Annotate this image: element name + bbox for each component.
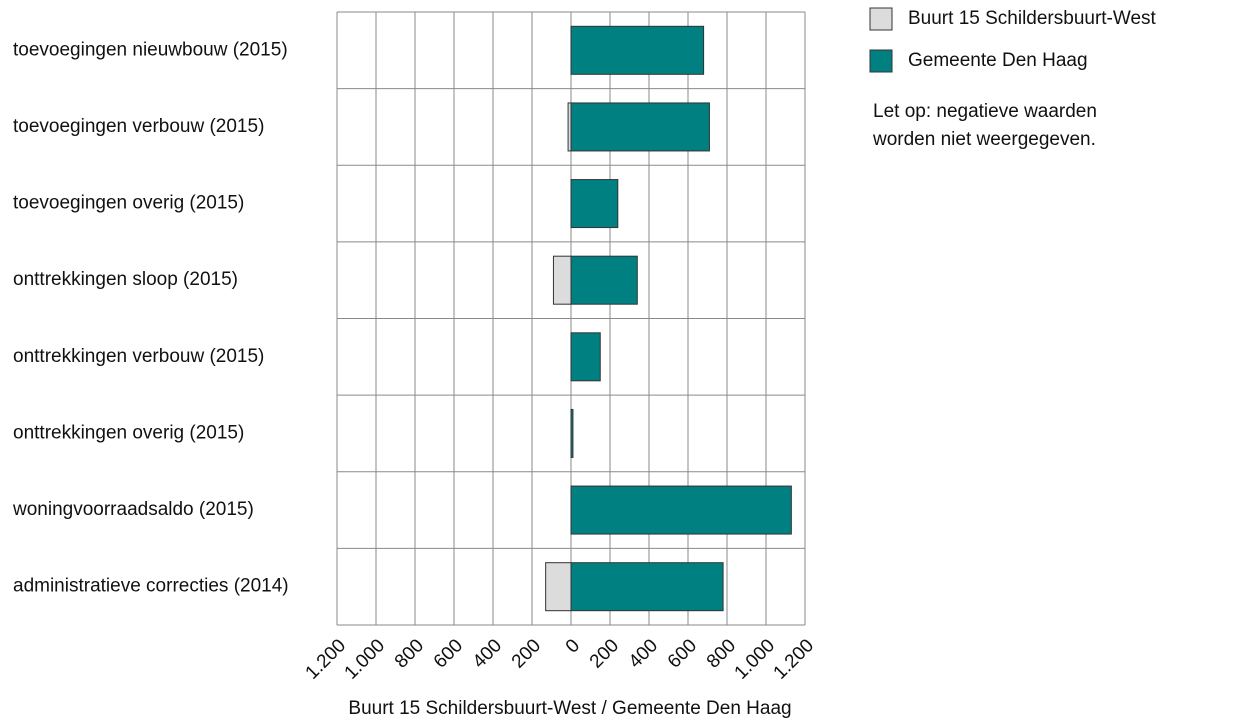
bar bbox=[570, 485, 792, 535]
note: Let op: negatieve waarden bbox=[873, 101, 1097, 122]
legend-swatch bbox=[869, 7, 893, 31]
y-tick-label: onttrekkingen sloop (2015) bbox=[13, 269, 238, 290]
bar bbox=[552, 255, 572, 305]
y-tick-label: woningvoorraadsaldo (2015) bbox=[12, 499, 254, 520]
legend-label: Buurt 15 Schildersbuurt-West bbox=[908, 8, 1157, 29]
x-tick-label: 200 bbox=[586, 635, 623, 672]
y-tick-label: onttrekkingen overig (2015) bbox=[13, 422, 244, 443]
y-tick-label: onttrekkingen verbouw (2015) bbox=[13, 346, 264, 367]
bar bbox=[570, 255, 638, 305]
x-tick-label: 200 bbox=[508, 635, 545, 672]
y-tick-label: administratieve correcties (2014) bbox=[13, 576, 289, 597]
x-tick-label: 1.200 bbox=[302, 635, 350, 683]
note: worden niet weergegeven. bbox=[872, 129, 1096, 150]
x-tick-label: 600 bbox=[430, 635, 467, 672]
y-tick-label: toevoegingen verbouw (2015) bbox=[13, 116, 264, 137]
x-tick-label: 400 bbox=[469, 635, 506, 672]
x-tick-label: 1.000 bbox=[341, 635, 389, 683]
bar bbox=[545, 562, 572, 612]
bar bbox=[570, 332, 601, 382]
legend-label: Gemeente Den Haag bbox=[908, 50, 1088, 71]
x-tick-label: 600 bbox=[664, 635, 701, 672]
x-tick-label: 1.000 bbox=[731, 635, 779, 683]
legend-swatch bbox=[869, 49, 893, 73]
y-tick-label: toevoegingen overig (2015) bbox=[13, 193, 244, 214]
x-tick-label: 1.200 bbox=[770, 635, 818, 683]
y-tick-label: toevoegingen nieuwbouw (2015) bbox=[13, 39, 288, 60]
bar bbox=[570, 562, 724, 612]
x-tick-label: 0 bbox=[562, 635, 584, 657]
x-tick-label: 800 bbox=[391, 635, 428, 672]
x-tick-label: 400 bbox=[625, 635, 662, 672]
bar bbox=[570, 102, 710, 152]
bar bbox=[570, 179, 619, 229]
x-axis-title: Buurt 15 Schildersbuurt-West / Gemeente … bbox=[348, 698, 791, 719]
bar bbox=[570, 408, 574, 458]
bar bbox=[570, 25, 705, 75]
